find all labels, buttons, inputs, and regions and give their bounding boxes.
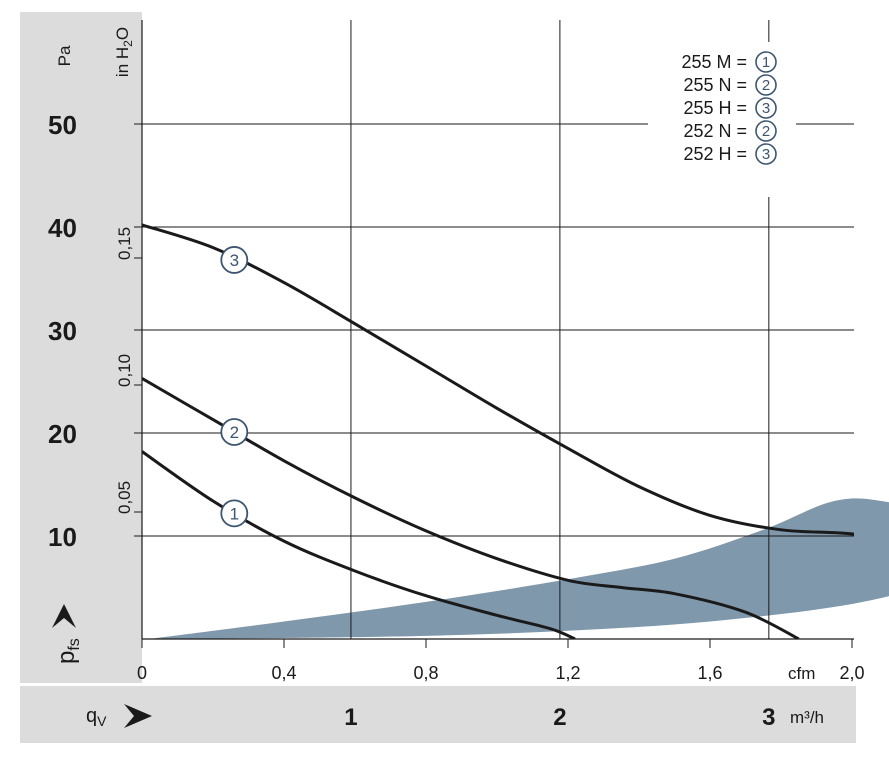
inh2o-tick-label: 0,10 <box>115 354 134 387</box>
cfm-tick-labels: 00,40,81,21,62,02,4 <box>137 639 865 683</box>
x-symbol: qV <box>86 704 152 729</box>
legend-label: 255 H = <box>683 98 747 118</box>
legend-badge-circle <box>755 74 777 96</box>
curve-badge-3: 3 <box>220 246 249 274</box>
legend-label: 255 M = <box>681 52 747 72</box>
y-symbol: pfs <box>52 604 83 664</box>
m3h-tick-labels: 1234 <box>344 704 775 731</box>
y-arrow-icon <box>52 604 76 628</box>
legend-badge-label: 3 <box>762 146 770 163</box>
cfm-tick-label: 2,0 <box>839 663 864 683</box>
left-gray-band <box>20 12 142 683</box>
performance-curves <box>142 223 854 639</box>
legend-label: 252 N = <box>683 121 747 141</box>
inh2o-unit-sub: 2 <box>121 40 135 47</box>
legend-badge-label: 2 <box>762 123 770 140</box>
curve-3 <box>142 223 854 536</box>
x-symbol-sub: V <box>97 713 107 729</box>
y-symbol-sub: fs <box>66 638 83 650</box>
legend-entry: 255 H = 3 <box>683 97 777 119</box>
cfm-tick-label: 1,2 <box>555 663 580 683</box>
legend-entry: 255 N = 2 <box>683 74 777 96</box>
m3h-tick-label: 3 <box>762 704 775 731</box>
pa-tick-label: 40 <box>48 213 77 243</box>
cfm-tick-label: 0,4 <box>271 663 296 683</box>
svg-text:pfs: pfs <box>53 638 83 664</box>
curve-badge-label: 3 <box>230 251 239 270</box>
legend-badge-circle <box>755 143 777 165</box>
legend-badge-circle <box>755 51 777 73</box>
cfm-tick-label: 0 <box>137 663 147 683</box>
legend-entry: 255 M = 1 <box>681 51 777 73</box>
curve-badge-label: 2 <box>230 423 239 442</box>
curve-badge-label: 1 <box>230 504 239 523</box>
curve-badges: 1 2 3 <box>220 246 249 528</box>
inh2o-tick-label: 0,15 <box>115 227 134 260</box>
curve-badge-circle <box>220 499 249 528</box>
cfm-tick-label: 1,6 <box>697 663 722 683</box>
legend-badge-label: 1 <box>762 54 770 71</box>
pa-tick-label: 20 <box>48 419 77 449</box>
curve-2 <box>142 377 800 639</box>
operating-region <box>149 498 889 639</box>
cfm-tick-label: 0,8 <box>413 663 438 683</box>
curve-badge-2: 2 <box>220 418 249 446</box>
curve-1 <box>142 450 576 639</box>
pa-unit-label: Pa <box>55 45 74 66</box>
legend-badge-circle <box>755 97 777 119</box>
curve-badge-circle <box>220 418 249 446</box>
bottom-gray-band <box>20 686 856 743</box>
x-symbol-base: q <box>86 705 97 727</box>
inh2o-unit-end: O <box>113 27 132 40</box>
legend: 255 M = 1 255 N = 2 255 H = 3 252 N = 2 252 H = 3 <box>681 51 777 165</box>
inh2o-unit-base: in H <box>113 47 132 77</box>
m3h-tick-label: 2 <box>553 704 566 731</box>
curve-badge-1: 1 <box>220 499 249 528</box>
m3h-unit-label: m³/h <box>790 708 824 727</box>
x-arrow-icon <box>124 704 152 728</box>
m3h-tick-label: 1 <box>344 704 357 731</box>
inh2o-unit-label: in H2O <box>113 27 135 77</box>
inh2o-tick-labels: 0,05 0,10 0,15 <box>115 227 142 514</box>
legend-entry: 252 N = 2 <box>683 120 777 142</box>
inh2o-tick-label: 0,05 <box>115 481 134 514</box>
curve-badge-circle <box>220 246 249 274</box>
pa-tick-label: 10 <box>48 522 77 552</box>
legend-label: 252 H = <box>683 144 747 164</box>
cfm-unit-label: cfm <box>788 664 815 683</box>
pa-tick-label: 50 <box>48 110 77 140</box>
legend-badge-label: 2 <box>762 77 770 94</box>
legend-badge-label: 3 <box>762 100 770 117</box>
svg-text:qV: qV <box>86 705 107 729</box>
pa-tick-label: 30 <box>48 316 77 346</box>
pa-tick-labels: 10 20 30 40 50 <box>48 110 77 552</box>
legend-label: 255 N = <box>683 75 747 95</box>
legend-entry: 252 H = 3 <box>683 143 777 165</box>
y-symbol-base: p <box>53 651 80 664</box>
legend-badge-circle <box>755 120 777 142</box>
